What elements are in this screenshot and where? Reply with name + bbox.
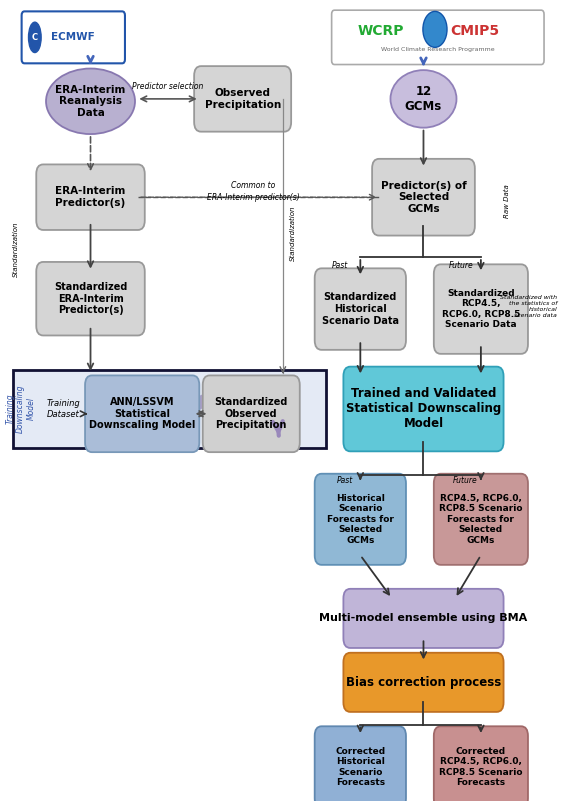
- Text: Bias correction process: Bias correction process: [346, 676, 501, 689]
- Ellipse shape: [28, 22, 41, 53]
- Ellipse shape: [391, 70, 456, 128]
- FancyBboxPatch shape: [434, 727, 528, 802]
- Ellipse shape: [423, 11, 447, 47]
- Text: Historical
Scenario
Forecasts for
Selected
GCMs: Historical Scenario Forecasts for Select…: [327, 494, 394, 545]
- FancyBboxPatch shape: [434, 474, 528, 565]
- Text: Common to: Common to: [231, 180, 275, 190]
- Text: ERA-Interim
Predictor(s): ERA-Interim Predictor(s): [55, 186, 126, 208]
- Ellipse shape: [46, 68, 135, 134]
- FancyBboxPatch shape: [85, 375, 199, 452]
- FancyBboxPatch shape: [314, 474, 406, 565]
- Text: Future: Future: [448, 261, 473, 269]
- FancyBboxPatch shape: [13, 370, 326, 448]
- Text: WCRP: WCRP: [357, 24, 404, 38]
- FancyBboxPatch shape: [314, 269, 406, 350]
- FancyBboxPatch shape: [194, 66, 291, 132]
- Text: ERA-Interim predictor(s): ERA-Interim predictor(s): [207, 193, 299, 202]
- Text: Multi-model ensemble using BMA: Multi-model ensemble using BMA: [319, 614, 527, 623]
- FancyBboxPatch shape: [203, 375, 300, 452]
- Text: Past: Past: [337, 476, 353, 485]
- FancyBboxPatch shape: [332, 10, 544, 64]
- Text: RCP4.5, RCP6.0,
RCP8.5 Scenario
Forecasts for
Selected
GCMs: RCP4.5, RCP6.0, RCP8.5 Scenario Forecast…: [439, 494, 523, 545]
- Text: ECMWF: ECMWF: [51, 32, 95, 43]
- FancyBboxPatch shape: [36, 164, 145, 230]
- Text: Corrected
RCP4.5, RCP6.0,
RCP8.5 Scenario
Forecasts: Corrected RCP4.5, RCP6.0, RCP8.5 Scenari…: [439, 747, 523, 787]
- FancyBboxPatch shape: [372, 159, 475, 236]
- FancyBboxPatch shape: [343, 653, 504, 712]
- Text: Trained and Validated
Statistical Downscaling
Model: Trained and Validated Statistical Downsc…: [346, 387, 501, 431]
- Text: Standardization: Standardization: [290, 205, 296, 261]
- Text: Training
Dataset: Training Dataset: [47, 399, 80, 419]
- Text: Predictor(s) of
Selected
GCMs: Predictor(s) of Selected GCMs: [381, 180, 466, 214]
- Text: Standardized
ERA-Interim
Predictor(s): Standardized ERA-Interim Predictor(s): [54, 282, 127, 315]
- FancyBboxPatch shape: [314, 727, 406, 802]
- Text: Future: Future: [453, 476, 478, 485]
- Text: Standardized
Observed
Precipitation: Standardized Observed Precipitation: [215, 397, 288, 431]
- FancyBboxPatch shape: [21, 11, 125, 63]
- Text: C: C: [32, 33, 38, 42]
- FancyBboxPatch shape: [343, 367, 504, 452]
- FancyBboxPatch shape: [36, 262, 145, 335]
- Text: Training
Downscaling
Model: Training Downscaling Model: [6, 385, 35, 433]
- Text: Standardized with
the statistics of
historical
scenario data: Standardized with the statistics of hist…: [500, 295, 557, 318]
- Text: Standardized
RCP4.5,
RCP6.0, RCP8.5
Scenario Data: Standardized RCP4.5, RCP6.0, RCP8.5 Scen…: [442, 289, 520, 329]
- Text: Predictor selection: Predictor selection: [132, 83, 204, 91]
- Text: CMIP5: CMIP5: [451, 24, 500, 38]
- FancyBboxPatch shape: [434, 265, 528, 354]
- Text: ANN/LSSVM
Statistical
Downscaling Model: ANN/LSSVM Statistical Downscaling Model: [89, 397, 196, 431]
- Text: Observed
Precipitation: Observed Precipitation: [204, 88, 281, 110]
- FancyBboxPatch shape: [343, 589, 504, 648]
- Text: World Climate Research Programme: World Climate Research Programme: [381, 47, 494, 52]
- Text: 12
GCMs: 12 GCMs: [405, 85, 442, 113]
- Text: Standardization: Standardization: [13, 221, 19, 277]
- Text: Past: Past: [332, 261, 349, 269]
- Text: Raw Data: Raw Data: [504, 184, 510, 218]
- Text: Standardized
Historical
Scenario Data: Standardized Historical Scenario Data: [322, 293, 399, 326]
- Text: ERA-Interim
Reanalysis
Data: ERA-Interim Reanalysis Data: [55, 85, 126, 118]
- Text: Corrected
Historical
Scenario
Forecasts: Corrected Historical Scenario Forecasts: [335, 747, 385, 787]
